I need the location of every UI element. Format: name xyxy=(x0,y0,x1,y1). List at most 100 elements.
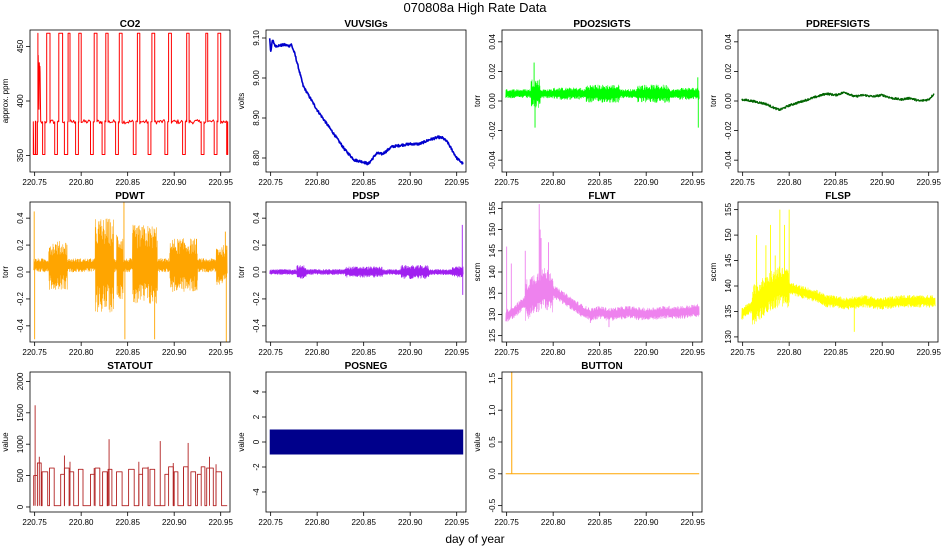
flwt-ytick-label: 140 xyxy=(488,265,497,279)
posneg-ytick-label: 0 xyxy=(252,439,261,444)
flsp-xtick-label: 220.75 xyxy=(730,348,755,357)
pdo2sigts-plot-area xyxy=(505,62,700,128)
flsp-xtick-label: 220.85 xyxy=(823,348,848,357)
pdwt-series-line xyxy=(33,218,228,313)
vuvsigs-xtick-label: 220.95 xyxy=(444,178,469,187)
statout-ylabel: value xyxy=(1,432,10,452)
pdrefsigts-xtick-label: 220.75 xyxy=(730,178,755,187)
figure-xlabel: day of year xyxy=(445,532,504,546)
flsp-ytick-label: 155 xyxy=(724,202,733,216)
flwt-ytick-label: 155 xyxy=(488,201,497,215)
vuvsigs-ytick-label: 9.10 xyxy=(252,30,261,46)
pdsp-ytick-label: -0.2 xyxy=(252,291,261,305)
pdsp-xtick-label: 220.85 xyxy=(351,348,376,357)
flsp-frame xyxy=(737,201,939,343)
button-ytick-label: 0.0 xyxy=(488,468,497,480)
panel-flsp: FLSP sccm 220.75 220.80 220.85 220.90 220.95 13… xyxy=(709,191,941,357)
button-frame xyxy=(501,371,703,513)
button-xtick-label: 220.90 xyxy=(634,518,659,527)
flwt-ytick-label: 145 xyxy=(488,244,497,258)
co2-series-line xyxy=(32,32,229,155)
pdwt-xtick-label: 220.75 xyxy=(22,348,47,357)
pdwt-title: PDWT xyxy=(115,191,144,202)
pdo2sigts-title: PDO2SIGTS xyxy=(573,19,631,30)
flwt-ytick-label: 130 xyxy=(488,307,497,321)
statout-xtick-label: 220.90 xyxy=(162,518,187,527)
posneg-band xyxy=(269,429,464,455)
vuvsigs-frame xyxy=(265,29,467,173)
co2-title: CO2 xyxy=(120,19,141,30)
flwt-series-line xyxy=(505,268,700,322)
pdrefsigts-ytick-label: -0.02 xyxy=(724,121,733,140)
vuvsigs-xtick-label: 220.85 xyxy=(351,178,376,187)
flsp-ytick-label: 135 xyxy=(724,304,733,318)
pdo2sigts-xtick-label: 220.85 xyxy=(587,178,612,187)
pdsp-xtick-label: 220.95 xyxy=(444,348,469,357)
flsp-xtick-label: 220.95 xyxy=(916,348,941,357)
statout-xtick-label: 220.95 xyxy=(208,518,233,527)
panel-pdrefsigts: PDREFSIGTS torr 220.75 220.80 220.85 220.90 22… xyxy=(709,19,941,187)
button-xtick-label: 220.95 xyxy=(680,518,705,527)
panel-co2: CO2 approx. ppm 220.75 220.80 220.85 220.90 22… xyxy=(1,19,233,187)
panel-posneg: POSNEG value 220.75 220.80 220.85 220.90 220.9… xyxy=(237,361,469,527)
button-ylabel: value xyxy=(473,432,482,452)
flwt-title: FLWT xyxy=(588,191,615,202)
pdo2sigts-xtick-label: 220.80 xyxy=(541,178,566,187)
statout-xtick-label: 220.80 xyxy=(69,518,94,527)
posneg-xtick-label: 220.95 xyxy=(444,518,469,527)
flsp-ytick-label: 150 xyxy=(724,228,733,242)
pdwt-xtick-label: 220.80 xyxy=(69,348,94,357)
pdsp-ytick-label: -0.4 xyxy=(252,318,261,332)
statout-ytick-label: 1500 xyxy=(16,403,25,421)
statout-ytick-label: 500 xyxy=(16,468,25,482)
flsp-ytick-label: 130 xyxy=(724,330,733,344)
pdrefsigts-xtick-label: 220.85 xyxy=(823,178,848,187)
vuvsigs-series-line xyxy=(268,38,464,166)
posneg-xtick-label: 220.80 xyxy=(305,518,330,527)
pdwt-xtick-label: 220.95 xyxy=(208,348,233,357)
flwt-ytick-label: 135 xyxy=(488,286,497,300)
flwt-xtick-label: 220.95 xyxy=(680,348,705,357)
pdo2sigts-xtick-label: 220.75 xyxy=(494,178,519,187)
button-xtick-label: 220.85 xyxy=(587,518,612,527)
pdo2sigts-ytick-label: -0.02 xyxy=(488,121,497,140)
pdo2sigts-ylabel: torr xyxy=(473,95,482,107)
pdrefsigts-frame xyxy=(737,29,939,173)
pdsp-ylabel: torr xyxy=(237,266,246,278)
vuvsigs-ytick-label: 8.80 xyxy=(252,150,261,166)
flsp-xtick-label: 220.80 xyxy=(777,348,802,357)
flsp-ytick-label: 140 xyxy=(724,279,733,293)
flwt-frame xyxy=(501,201,703,343)
pdrefsigts-ytick-label: 0.04 xyxy=(724,34,733,50)
statout-ytick-label: 2000 xyxy=(16,372,25,390)
pdo2sigts-frame xyxy=(501,29,703,173)
button-plot-area xyxy=(505,372,700,475)
flwt-xtick-label: 220.75 xyxy=(494,348,519,357)
pdrefsigts-ylabel: torr xyxy=(709,95,718,107)
pdwt-plot-area xyxy=(33,202,228,342)
flwt-plot-area xyxy=(505,204,700,328)
button-ytick-label: 1.0 xyxy=(488,404,497,416)
posneg-ytick-label: -2 xyxy=(252,463,261,471)
pdo2sigts-series-line xyxy=(505,79,700,108)
flwt-xtick-label: 220.85 xyxy=(587,348,612,357)
co2-xtick-label: 220.80 xyxy=(69,178,94,187)
statout-series-line xyxy=(33,462,228,507)
button-xtick-label: 220.75 xyxy=(494,518,519,527)
pdrefsigts-xtick-label: 220.95 xyxy=(916,178,941,187)
pdrefsigts-xtick-label: 220.80 xyxy=(777,178,802,187)
pdwt-ytick-label: 0.0 xyxy=(16,266,25,278)
pdo2sigts-ytick-label: 0.00 xyxy=(488,93,497,109)
pdrefsigts-plot-area xyxy=(741,91,935,112)
pdsp-ytick-label: 0.4 xyxy=(252,212,261,224)
pdsp-frame xyxy=(265,201,467,343)
button-ytick-label: 1.5 xyxy=(488,372,497,384)
panel-vuvsigs: VUVSIGs volts 220.75 220.80 220.85 220.90 220.… xyxy=(237,19,469,187)
pdsp-xtick-label: 220.75 xyxy=(258,348,283,357)
pdo2sigts-ytick-label: -0.04 xyxy=(488,150,497,169)
vuvsigs-plot-area xyxy=(268,38,464,166)
posneg-title: POSNEG xyxy=(345,361,388,372)
button-title: BUTTON xyxy=(581,361,622,372)
flwt-ylabel: sccm xyxy=(473,262,482,281)
